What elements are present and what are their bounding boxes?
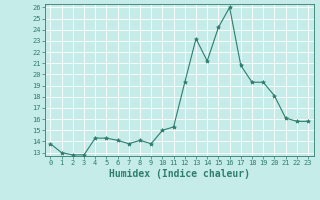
X-axis label: Humidex (Indice chaleur): Humidex (Indice chaleur) (109, 169, 250, 179)
